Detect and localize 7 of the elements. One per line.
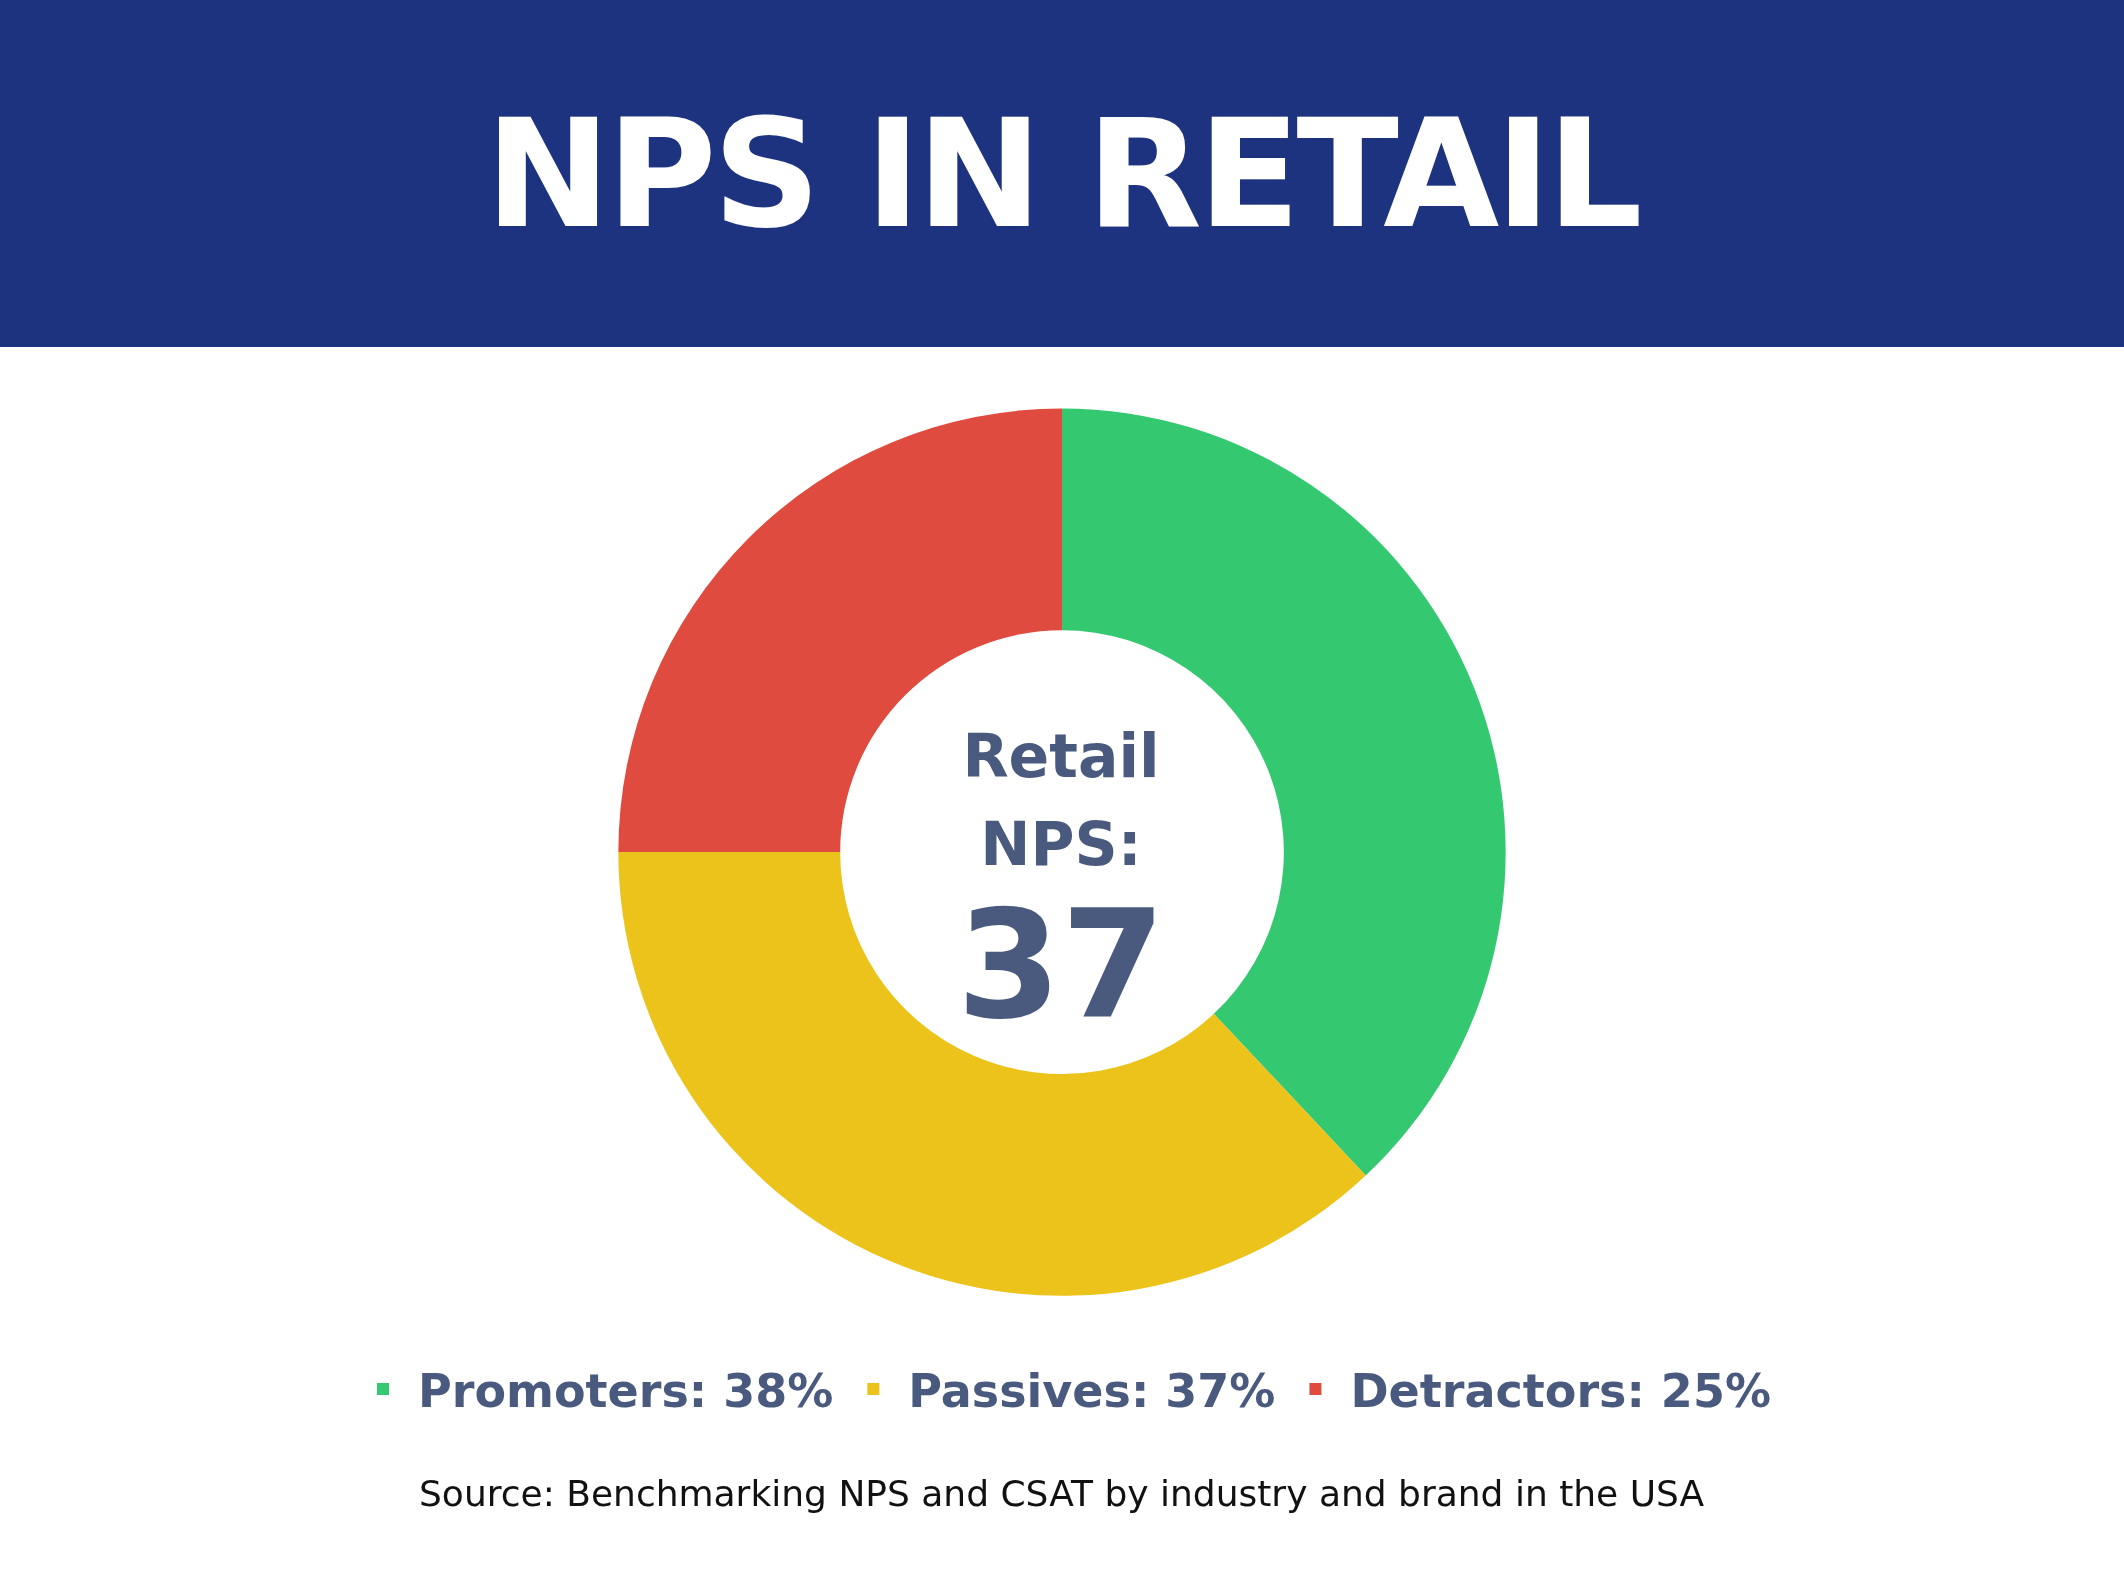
text: Retail NPS:: [961, 720, 1161, 881]
legend-label: Promoters: 38%: [418, 1364, 834, 1419]
legend-label: Detractors: 25%: [1350, 1364, 1771, 1419]
text: 37: [955, 878, 1167, 1052]
source-note: Source: Benchmarking NPS and CSAT by industry and brand in the USA: [419, 1473, 1705, 1514]
legend-label: Passives: 37%: [908, 1364, 1276, 1419]
chart-title: NPS IN RETAIL: [0, 0, 2124, 347]
